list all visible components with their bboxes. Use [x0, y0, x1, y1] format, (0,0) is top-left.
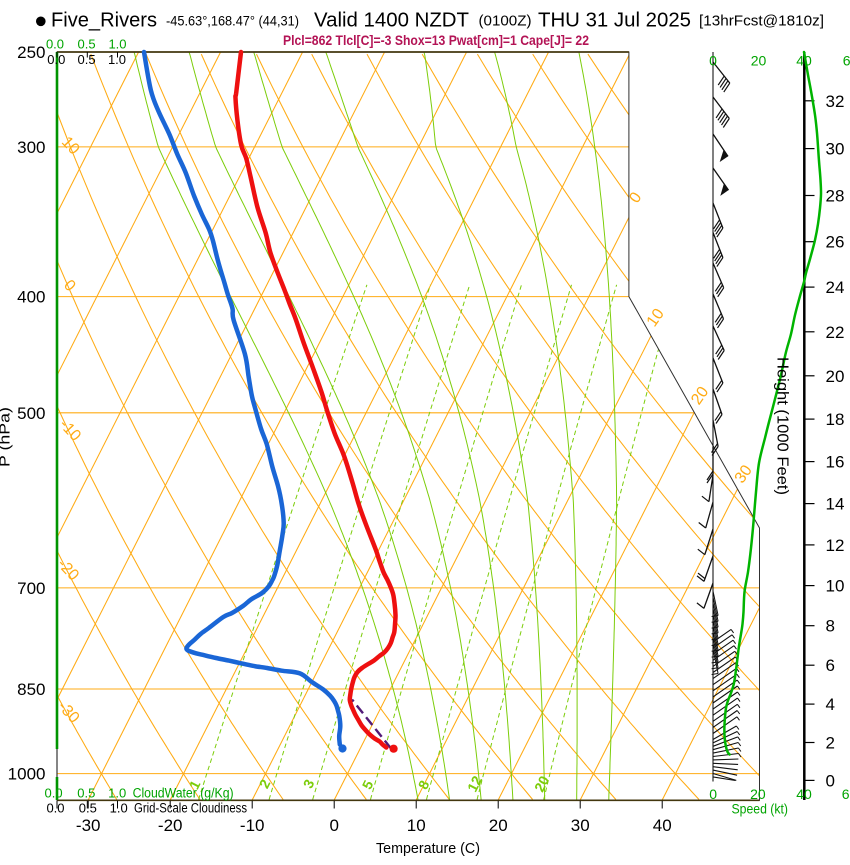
- svg-text:20: 20: [751, 53, 767, 69]
- svg-text:400: 400: [17, 288, 45, 307]
- svg-text:Plcl=862 Tlcl[C]=-3 Shox=13 Pw: Plcl=862 Tlcl[C]=-3 Shox=13 Pwat[cm]=1 C…: [283, 32, 589, 48]
- svg-text:10: 10: [407, 816, 426, 835]
- svg-text:CloudWater (g/Kg): CloudWater (g/Kg): [133, 786, 234, 801]
- svg-text:500: 500: [17, 404, 45, 423]
- svg-text:850: 850: [17, 680, 45, 699]
- svg-text:40: 40: [796, 53, 812, 69]
- svg-text:1.0: 1.0: [108, 37, 126, 52]
- svg-text:Temperature (C): Temperature (C): [376, 840, 480, 857]
- svg-text:0.0: 0.0: [45, 786, 63, 801]
- svg-text:THU 31 Jul 2025: THU 31 Jul 2025: [538, 9, 691, 31]
- svg-text:Height (1000 Feet): Height (1000 Feet): [774, 357, 791, 495]
- svg-text:0: 0: [826, 771, 835, 790]
- svg-text:0: 0: [709, 53, 717, 69]
- svg-text:1.0: 1.0: [108, 786, 126, 801]
- svg-text:Speed (kt): Speed (kt): [732, 801, 789, 817]
- svg-text:10: 10: [826, 577, 845, 596]
- svg-text:Grid-Scale Cloudiness: Grid-Scale Cloudiness: [134, 801, 247, 816]
- svg-text:20: 20: [531, 773, 552, 794]
- svg-text:700: 700: [17, 579, 45, 598]
- svg-text:1.0: 1.0: [108, 52, 126, 67]
- svg-text:32: 32: [826, 92, 845, 111]
- svg-text:0.5: 0.5: [79, 801, 97, 816]
- svg-text:P (hPa): P (hPa): [0, 407, 14, 467]
- svg-text:28: 28: [826, 187, 845, 206]
- svg-text:1.0: 1.0: [110, 801, 128, 816]
- svg-text:-10: -10: [240, 816, 265, 835]
- svg-text:14: 14: [826, 495, 845, 514]
- svg-text:20: 20: [489, 816, 508, 835]
- svg-text:22: 22: [826, 323, 845, 342]
- svg-text:30: 30: [571, 816, 590, 835]
- svg-text:18: 18: [826, 410, 845, 429]
- svg-text:2: 2: [826, 734, 835, 753]
- svg-text:0.0: 0.0: [46, 801, 64, 816]
- svg-text:0.5: 0.5: [77, 786, 95, 801]
- svg-text:20: 20: [750, 786, 766, 802]
- svg-text:16: 16: [826, 453, 845, 472]
- svg-text:4: 4: [826, 695, 835, 714]
- svg-text:(0100Z): (0100Z): [479, 13, 532, 29]
- svg-text:-45.63°,168.47° (44,31): -45.63°,168.47° (44,31): [166, 13, 299, 28]
- svg-text:0.0: 0.0: [46, 37, 64, 52]
- svg-text:0: 0: [329, 816, 338, 835]
- svg-text:0.5: 0.5: [78, 37, 96, 52]
- svg-text:250: 250: [17, 43, 45, 62]
- svg-text:6: 6: [826, 656, 835, 675]
- svg-text:60: 60: [843, 53, 850, 69]
- svg-text:0.5: 0.5: [78, 52, 96, 67]
- svg-text:Five_Rivers: Five_Rivers: [51, 9, 157, 31]
- svg-text:60: 60: [842, 786, 850, 802]
- svg-text:30: 30: [826, 140, 845, 159]
- svg-text:40: 40: [653, 816, 672, 835]
- svg-text:-30: -30: [76, 816, 101, 835]
- svg-text:24: 24: [826, 278, 845, 297]
- svg-text:8: 8: [826, 617, 835, 636]
- svg-text:Valid 1400 NZDT: Valid 1400 NZDT: [314, 9, 469, 31]
- svg-text:0: 0: [709, 786, 717, 802]
- svg-text:26: 26: [826, 233, 845, 252]
- svg-text:40: 40: [796, 786, 812, 802]
- svg-text:12: 12: [464, 773, 485, 794]
- svg-text:20: 20: [826, 367, 845, 386]
- svg-text:0.0: 0.0: [47, 52, 65, 67]
- svg-text:12: 12: [826, 536, 845, 555]
- svg-text:-20: -20: [158, 816, 183, 835]
- svg-text:[13hrFcst@1810z]: [13hrFcst@1810z]: [699, 12, 824, 29]
- svg-text:300: 300: [17, 138, 45, 157]
- svg-text:1000: 1000: [8, 765, 46, 784]
